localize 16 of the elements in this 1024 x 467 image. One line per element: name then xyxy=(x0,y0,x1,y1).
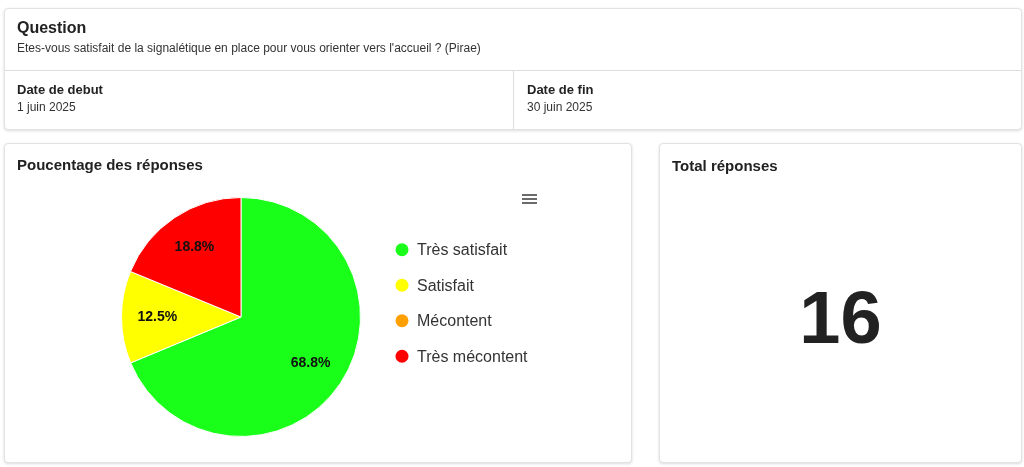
text: Date de fin xyxy=(527,82,594,97)
data-label: 68.8% xyxy=(290,354,331,371)
legend-label: Satisfait xyxy=(417,276,475,294)
data-label: 18.8% xyxy=(174,238,215,255)
legend-label: Très satisfait xyxy=(417,241,508,259)
text: 16 xyxy=(798,276,883,359)
text: Total réponses xyxy=(672,157,778,174)
legend-label: Mécontent xyxy=(417,312,493,330)
text: Etes-vous satisfait de la signalétique en place pour vous orienter vers l'accueil ? (Pirae) xyxy=(17,41,481,55)
chart-title: Poucentage des réponses xyxy=(17,156,203,173)
data-label: 12.5% xyxy=(137,307,178,324)
text: 30 juin 2025 xyxy=(527,100,593,114)
text: Question xyxy=(17,19,87,37)
text: Date de debut xyxy=(17,82,103,97)
text: 1 juin 2025 xyxy=(17,100,76,114)
legend-label: Très mécontent xyxy=(417,347,529,365)
